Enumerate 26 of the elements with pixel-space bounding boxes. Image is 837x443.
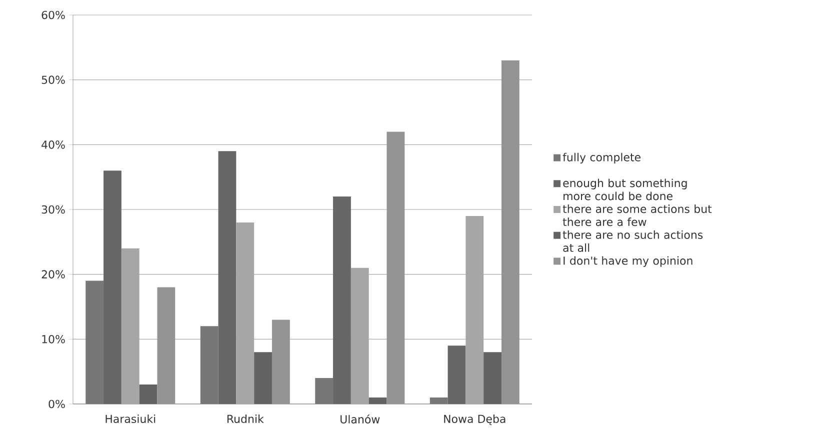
y-tick-label: 10% — [42, 335, 65, 344]
y-tick-label: 60% — [42, 10, 65, 20]
y-tick-label: 20% — [42, 270, 65, 278]
bar — [484, 352, 502, 404]
y-tick-label: 30% — [42, 205, 65, 214]
y-tick-label: 50% — [42, 76, 65, 84]
bar — [254, 352, 272, 404]
legend-label: there are no such actions at all — [562, 230, 703, 252]
x-tick-label: Harasiuki — [106, 414, 156, 424]
y-tick-label: 40% — [42, 140, 65, 149]
x-tick-label: Rudnik — [227, 414, 264, 424]
bar — [157, 287, 176, 404]
bar — [272, 320, 290, 404]
bar — [139, 384, 158, 404]
bar — [448, 346, 466, 404]
legend-label: fully complete — [562, 152, 640, 164]
bar — [333, 196, 351, 404]
x-tick-label: Nowa Dęba — [444, 414, 506, 425]
bar — [218, 151, 236, 404]
legend-label: I don't have my opinion — [564, 256, 692, 267]
bar — [501, 60, 520, 404]
bar — [104, 170, 122, 404]
bar — [368, 398, 387, 404]
y-tick-label: 0% — [48, 400, 65, 408]
bar — [386, 132, 405, 404]
x-tick-label: Ulanów — [340, 414, 380, 424]
